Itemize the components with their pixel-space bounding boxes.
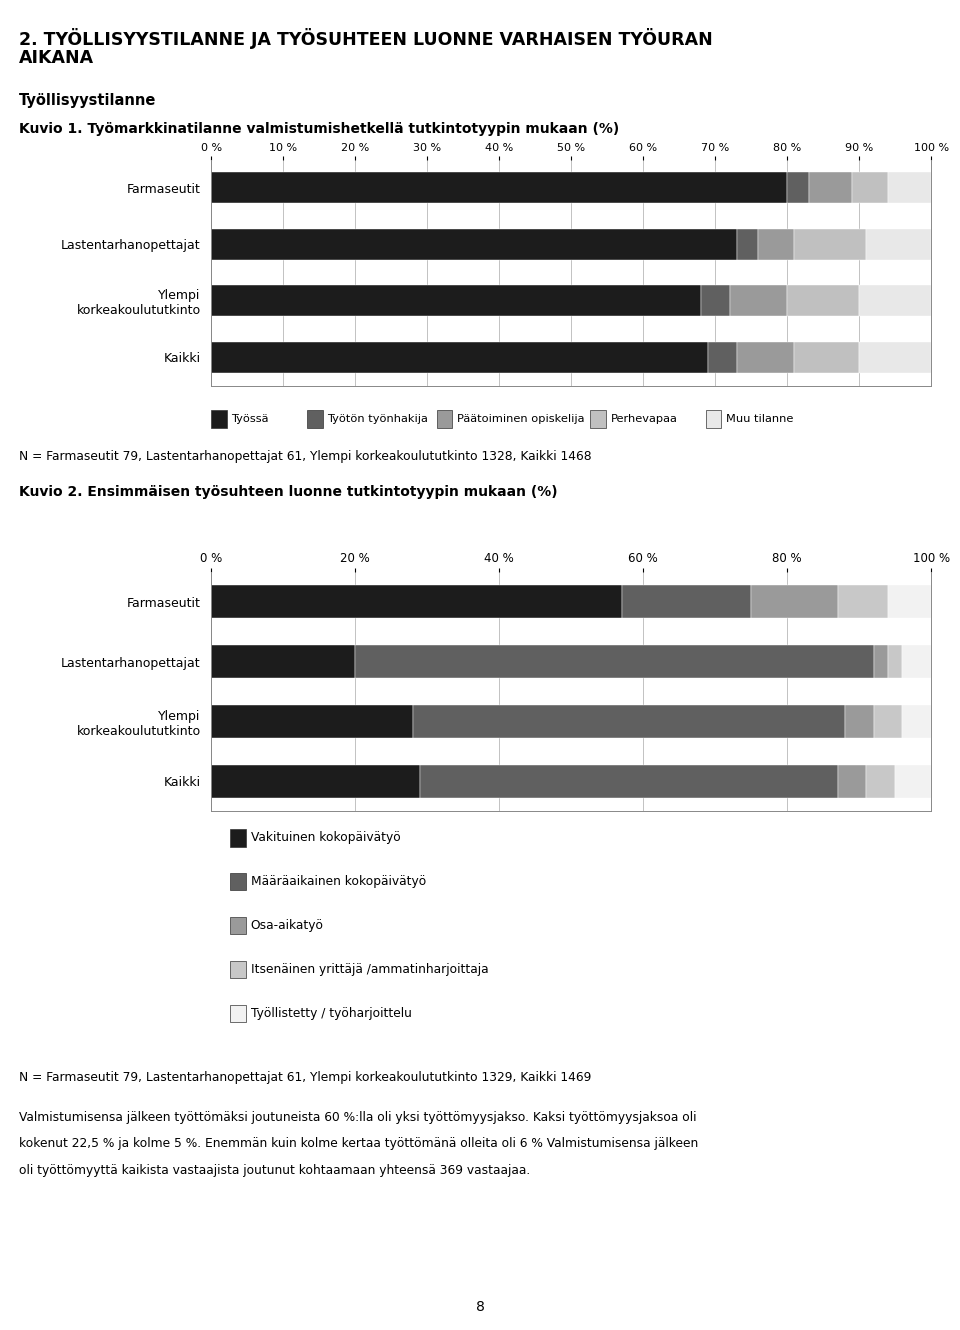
Bar — [787, 173, 808, 203]
Text: Muu tilanne: Muu tilanne — [726, 414, 793, 424]
Text: 2. TYÖLLISYYSTILANNE JA TYÖSUHTEEN LUONNE VARHAISEN TYÖURAN: 2. TYÖLLISYYSTILANNE JA TYÖSUHTEEN LUONN… — [19, 28, 713, 49]
Text: Päätoiminen opiskelija: Päätoiminen opiskelija — [457, 414, 585, 424]
Bar — [211, 286, 701, 317]
Text: oli työttömyyttä kaikista vastaajista joutunut kohtaamaan yhteensä 369 vastaajaa: oli työttömyyttä kaikista vastaajista jo… — [19, 1164, 531, 1177]
Bar — [758, 229, 795, 259]
Bar — [902, 645, 931, 678]
Bar — [837, 765, 866, 798]
Bar — [874, 705, 902, 738]
Bar — [211, 585, 622, 618]
Text: Työssä: Työssä — [231, 414, 269, 424]
Text: AIKANA: AIKANA — [19, 49, 94, 68]
Text: Työllistetty / työharjoittelu: Työllistetty / työharjoittelu — [251, 1007, 412, 1020]
Bar — [888, 645, 902, 678]
Bar — [211, 705, 413, 738]
Bar — [859, 286, 931, 317]
Text: Valmistumisensa jälkeen työttömäksi joutuneista 60 %:lla oli yksi työttömyysjaks: Valmistumisensa jälkeen työttömäksi jout… — [19, 1111, 697, 1124]
Bar — [867, 229, 931, 259]
Text: Perhevapaa: Perhevapaa — [611, 414, 678, 424]
Bar — [902, 705, 931, 738]
Bar — [867, 765, 895, 798]
Text: N = Farmaseutit 79, Lastentarhanopettajat 61, Ylempi korkeakoulututkinto 1328, K: N = Farmaseutit 79, Lastentarhanopettaja… — [19, 450, 591, 463]
Bar — [737, 229, 758, 259]
Bar — [211, 173, 787, 203]
Bar — [622, 585, 752, 618]
Bar — [895, 765, 931, 798]
Bar — [845, 705, 874, 738]
Bar — [413, 705, 845, 738]
Bar — [355, 645, 874, 678]
Text: Työllisyystilanne: Työllisyystilanne — [19, 93, 156, 108]
Bar — [211, 765, 420, 798]
Bar — [852, 173, 888, 203]
Text: Kuvio 2. Ensimmäisen työsuhteen luonne tutkintotyypin mukaan (%): Kuvio 2. Ensimmäisen työsuhteen luonne t… — [19, 485, 558, 500]
Bar — [211, 229, 737, 259]
Bar — [888, 173, 931, 203]
Text: N = Farmaseutit 79, Lastentarhanopettajat 61, Ylempi korkeakoulututkinto 1329, K: N = Farmaseutit 79, Lastentarhanopettaja… — [19, 1071, 591, 1084]
Bar — [737, 342, 795, 372]
Bar — [211, 645, 355, 678]
Bar — [808, 173, 852, 203]
Text: Työtön työnhakija: Työtön työnhakija — [327, 414, 428, 424]
Text: Kuvio 1. Työmarkkinatilanne valmistumishetkellä tutkintotyypin mukaan (%): Kuvio 1. Työmarkkinatilanne valmistumish… — [19, 122, 619, 137]
Bar — [787, 286, 859, 317]
Text: kokenut 22,5 % ja kolme 5 %. Enemmän kuin kolme kertaa työttömänä olleita oli 6 : kokenut 22,5 % ja kolme 5 %. Enemmän kui… — [19, 1137, 699, 1150]
Bar — [701, 286, 730, 317]
Bar — [795, 342, 859, 372]
Bar — [420, 765, 837, 798]
Bar — [859, 342, 931, 372]
Bar — [752, 585, 837, 618]
Text: Osa-aikatyö: Osa-aikatyö — [251, 919, 324, 932]
Bar — [837, 585, 888, 618]
Bar — [888, 585, 931, 618]
Bar — [874, 645, 888, 678]
Text: Määräaikainen kokopäivätyö: Määräaikainen kokopäivätyö — [251, 875, 426, 888]
Bar — [708, 342, 737, 372]
Text: Vakituinen kokopäivätyö: Vakituinen kokopäivätyö — [251, 831, 400, 845]
Bar — [211, 342, 708, 372]
Text: 8: 8 — [475, 1299, 485, 1314]
Bar — [730, 286, 787, 317]
Bar — [795, 229, 867, 259]
Text: Itsenäinen yrittäjä /ammatinharjoittaja: Itsenäinen yrittäjä /ammatinharjoittaja — [251, 963, 489, 976]
